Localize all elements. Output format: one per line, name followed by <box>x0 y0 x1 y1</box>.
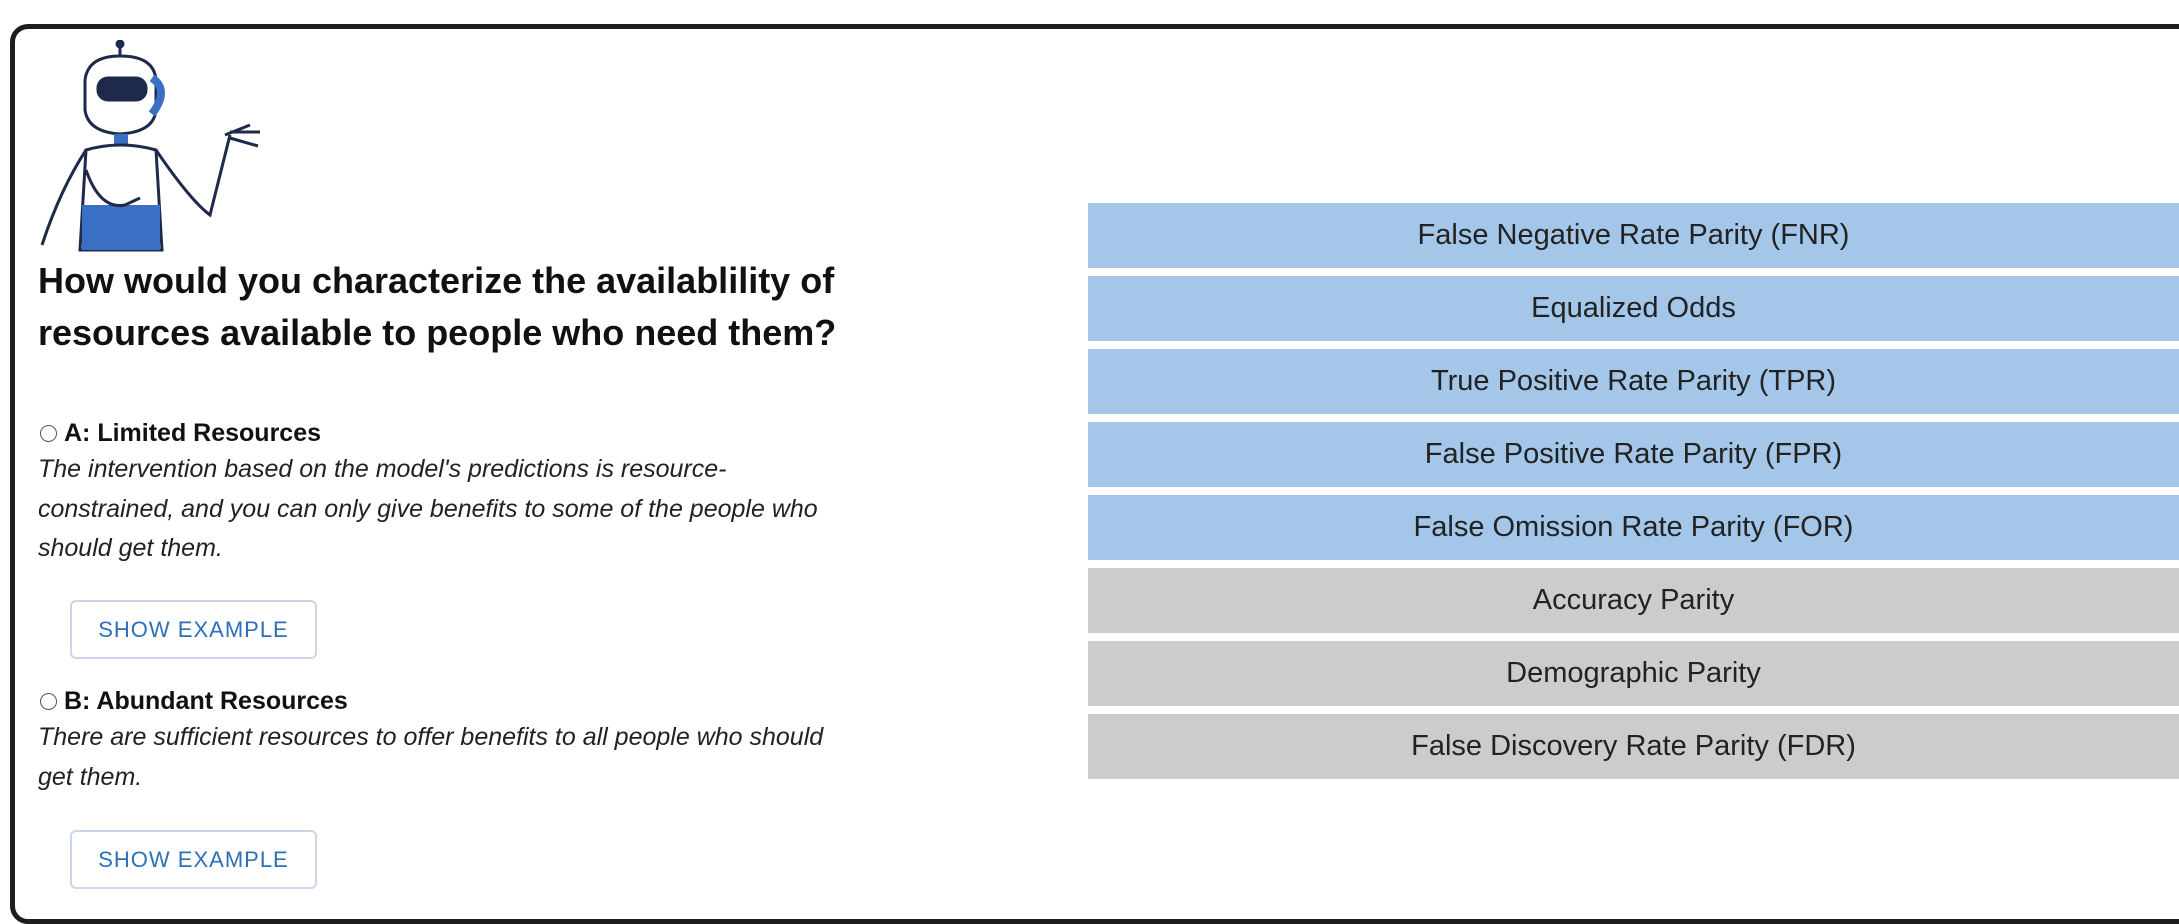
show-example-button[interactable]: SHOW EXAMPLE <box>70 830 317 889</box>
option-description: The intervention based on the model's pr… <box>38 450 838 569</box>
radio-button[interactable] <box>40 425 57 442</box>
option-label[interactable]: A: Limited Resources <box>40 419 321 448</box>
metric-item: False Discovery Rate Parity (FDR) <box>1088 714 2179 779</box>
option-text: B: Abundant Resources <box>64 687 348 716</box>
option-text: A: Limited Resources <box>64 419 321 448</box>
page: How would you characterize the availabli… <box>0 0 2179 887</box>
metric-item: Demographic Parity <box>1088 641 2179 706</box>
metric-item: Equalized Odds <box>1088 276 2179 341</box>
question: How would you characterize the availabli… <box>38 255 868 359</box>
radio-button[interactable] <box>40 693 57 710</box>
option-description: There are sufficient resources to offer … <box>38 718 838 797</box>
metric-item: False Omission Rate Parity (FOR) <box>1088 495 2179 560</box>
show-example-button[interactable]: SHOW EXAMPLE <box>70 600 317 659</box>
metric-item: True Positive Rate Parity (TPR) <box>1088 349 2179 414</box>
option-label[interactable]: B: Abundant Resources <box>40 687 348 716</box>
metric-item: False Positive Rate Parity (FPR) <box>1088 422 2179 487</box>
metric-item: Accuracy Parity <box>1088 568 2179 633</box>
metric-item: False Negative Rate Parity (FNR) <box>1088 203 2179 268</box>
robot-illustration <box>30 40 290 260</box>
